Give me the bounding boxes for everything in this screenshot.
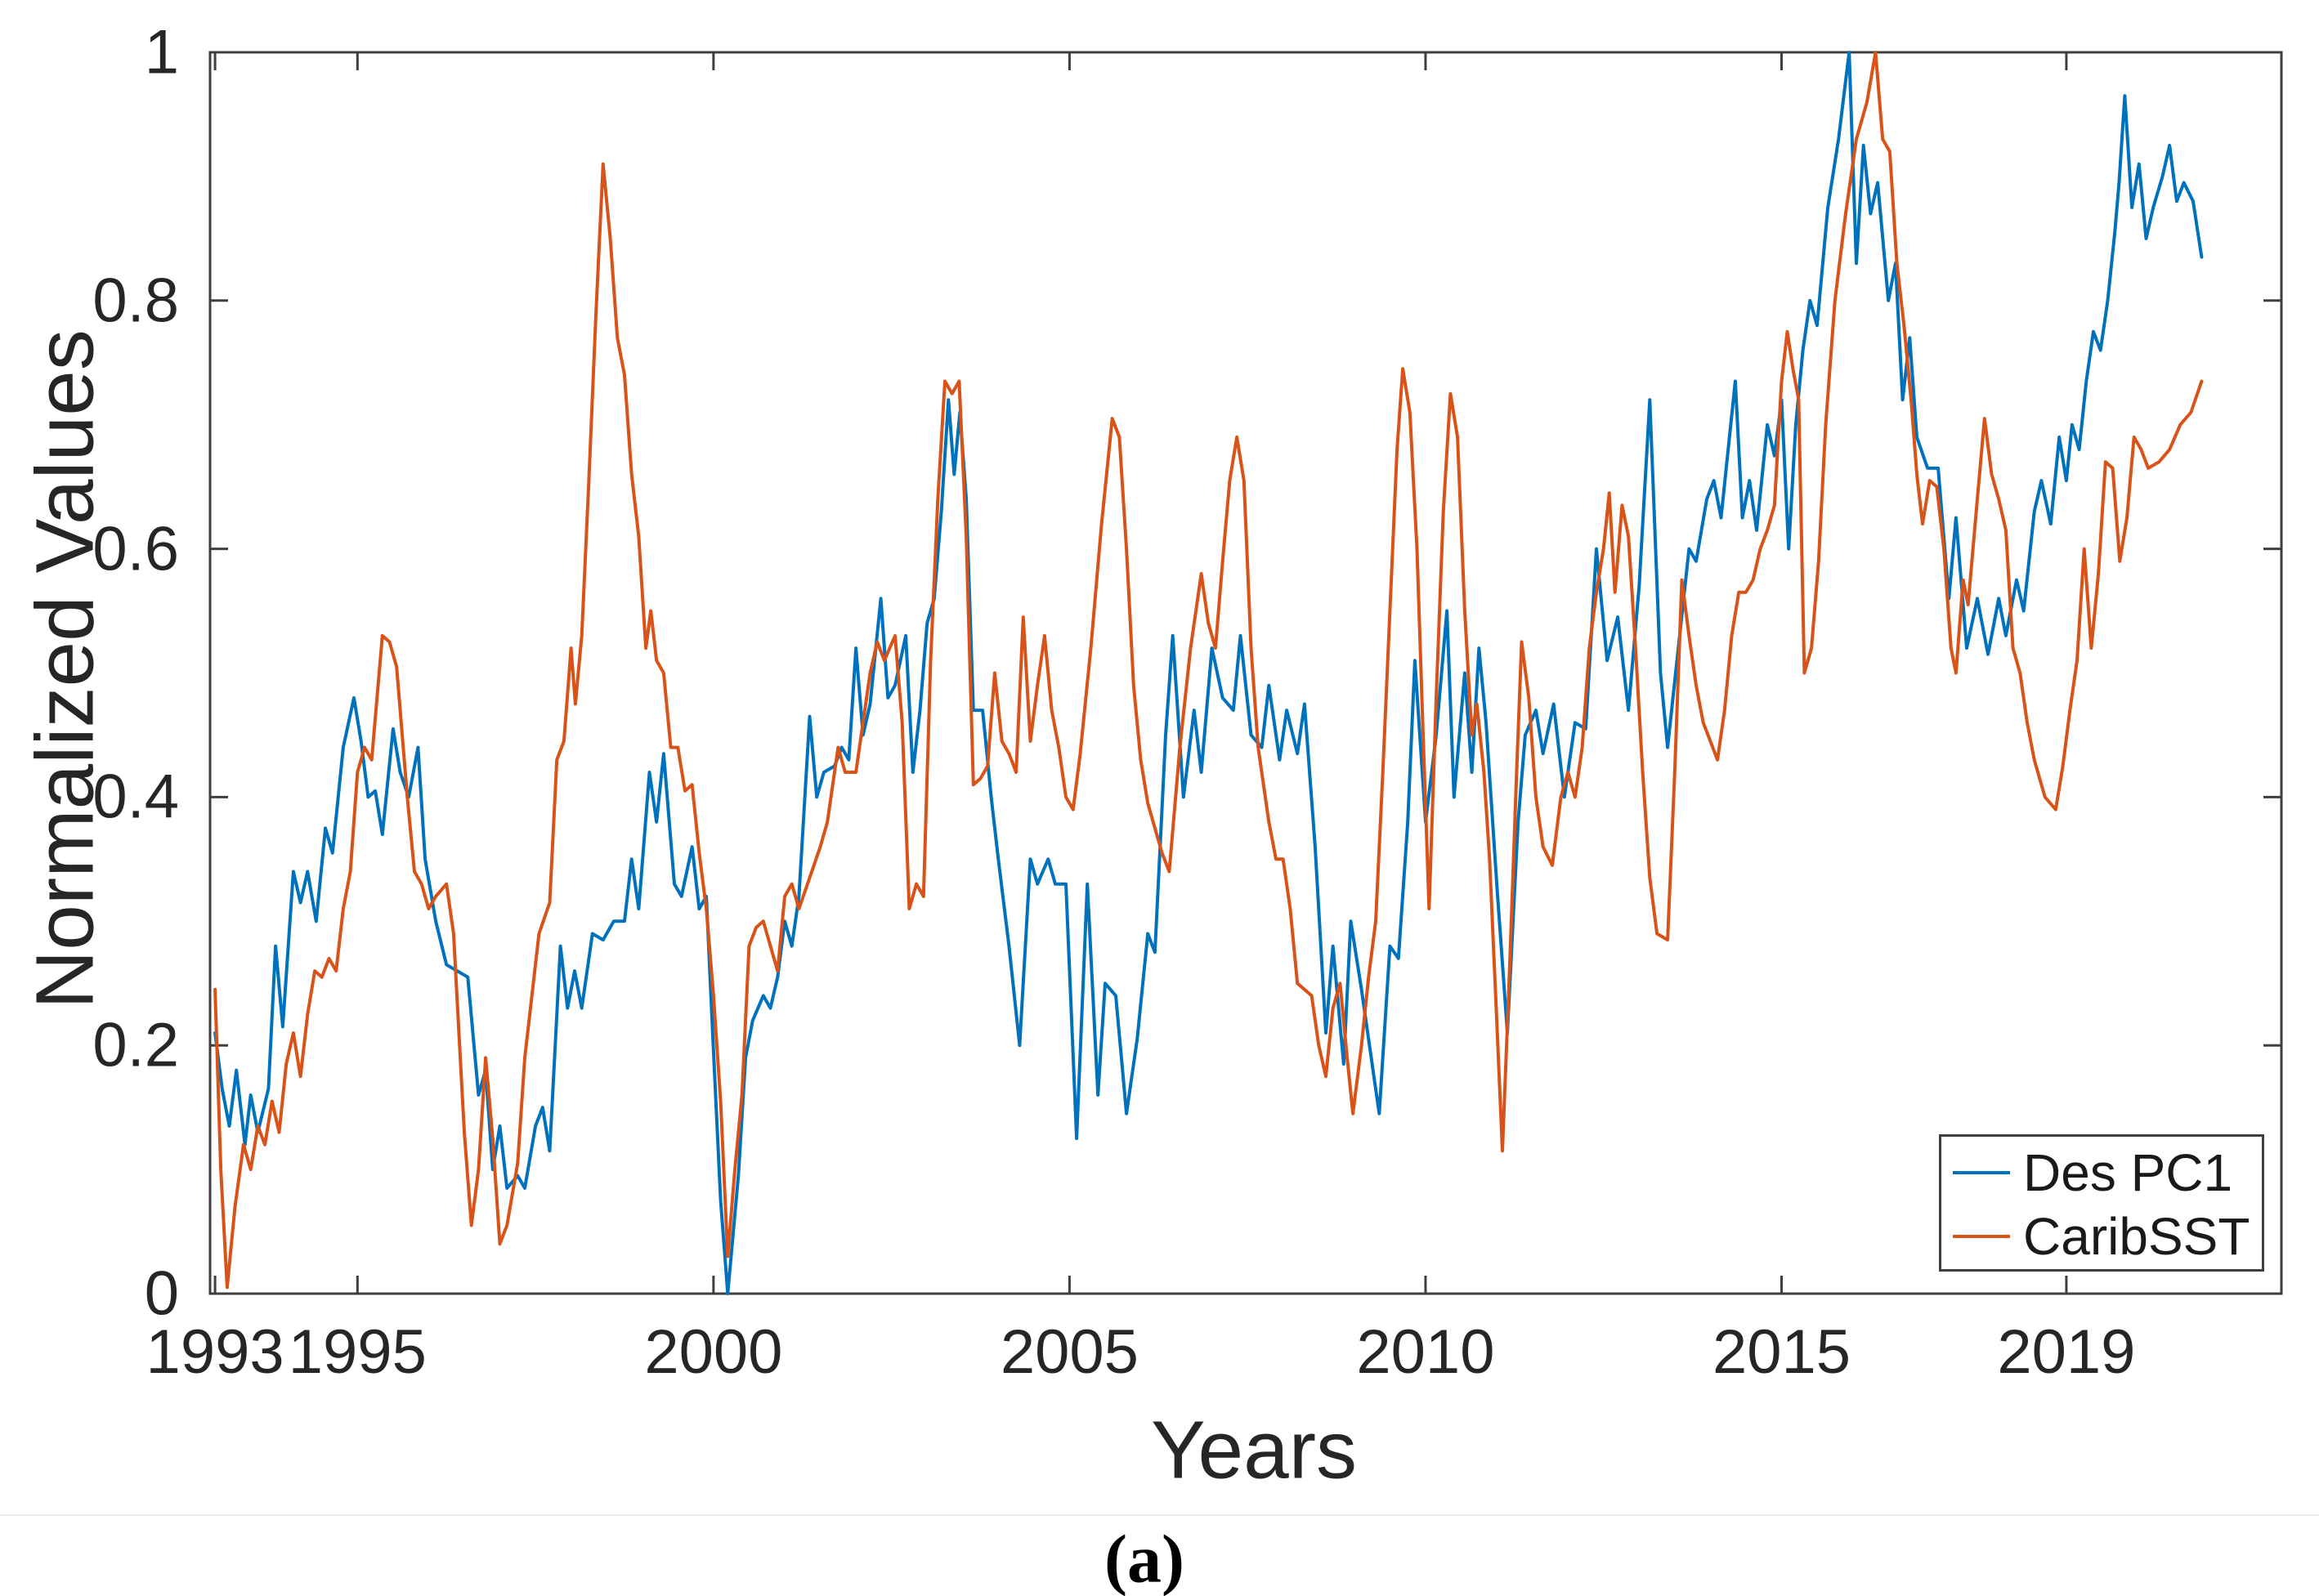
y-tick-label-0.6: 0.6	[92, 514, 179, 584]
y-tick-label-0: 0	[144, 1258, 179, 1329]
x-tick-label-2010: 2010	[1356, 1317, 1495, 1387]
y-tick-label-0.8: 0.8	[92, 266, 179, 336]
y-tick-label-0.2: 0.2	[92, 1010, 179, 1080]
x-tick-label-2015: 2015	[1712, 1317, 1851, 1387]
des-pc1-line-swatch	[1953, 1171, 2010, 1174]
caption-divider	[0, 1514, 2319, 1516]
subfigure-caption: (a)	[1104, 1521, 1184, 1596]
x-tick-label-1995: 1995	[288, 1317, 427, 1387]
caribsst-line-swatch	[1953, 1235, 2010, 1238]
x-tick-label-2000: 2000	[644, 1317, 783, 1387]
legend-item-caribsst: CaribSST	[1941, 1205, 2262, 1267]
x-tick-label-2019: 2019	[1997, 1317, 2136, 1387]
plot-box	[208, 51, 2283, 1295]
caribsst-line	[213, 51, 2204, 1290]
y-tick-label-1: 1	[144, 17, 179, 87]
legend-item-des-pc1: Des PC1	[1941, 1142, 2262, 1204]
y-axis-title: Normalized Values	[19, 329, 111, 1009]
x-tick-label-2005: 2005	[1000, 1317, 1139, 1387]
legend-label: Des PC1	[2023, 1143, 2233, 1202]
legend: Des PC1 CaribSST	[1939, 1134, 2264, 1272]
des-pc1-line	[213, 51, 2204, 1295]
legend-label: CaribSST	[2023, 1207, 2250, 1266]
x-axis-title: Years	[1150, 1404, 1358, 1496]
y-tick-label-0.4: 0.4	[92, 762, 179, 832]
x-tick-label-1993: 1993	[145, 1317, 284, 1387]
